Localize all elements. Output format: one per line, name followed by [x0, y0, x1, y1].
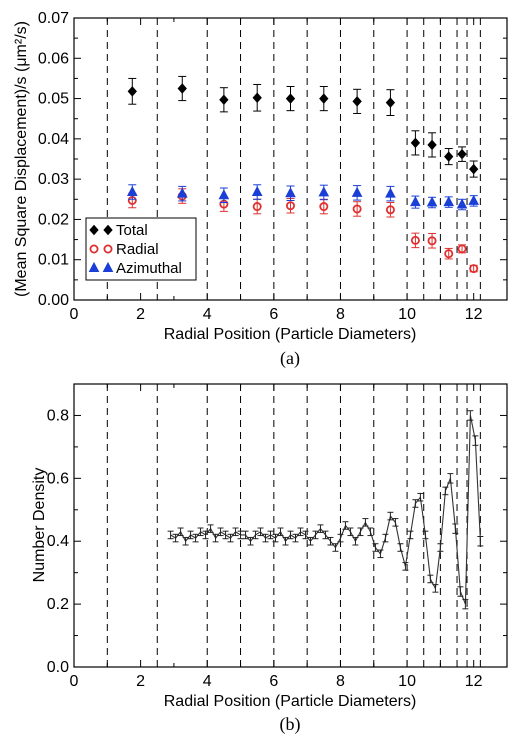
- y-tick-label: 0.03: [38, 171, 69, 188]
- legend-marker-azimuthal: [88, 261, 100, 272]
- panel-b-ticks: 0 2 4 6 8 10 12 0.0 0.2 0.4 0.6 0.8: [47, 383, 508, 690]
- panel-a-ticks: 0 2 4 6 8 10 12 0.00 0.01 0.02 0.03 0.04 0.05 0.06 0.0…: [38, 10, 508, 323]
- data-point-total: [127, 86, 137, 97]
- data-point-radial: [469, 264, 479, 274]
- data-point-azimuthal: [426, 196, 438, 207]
- data-point-total: [219, 94, 229, 106]
- data-point-radial: [319, 202, 329, 212]
- x-tick-label: 2: [136, 673, 145, 690]
- y-tick-label: 0.01: [38, 252, 69, 269]
- data-point-radial: [410, 235, 420, 245]
- series-total: [127, 75, 479, 178]
- y-tick-label: 0.4: [47, 533, 69, 550]
- data-point-azimuthal: [285, 187, 296, 198]
- data-point-total: [469, 163, 479, 175]
- data-point-total: [252, 92, 262, 104]
- x-tick-label: 4: [203, 306, 212, 323]
- legend-label-radial: Radial: [116, 241, 159, 258]
- x-tick-label: 10: [398, 673, 416, 690]
- data-point-total: [319, 93, 329, 104]
- panel-a-msd-chart: 0 2 4 6 8 10 12 0.00 0.01 0.02 0.03 0.04 0.05 0.06 0.0…: [13, 10, 508, 369]
- density-line: [170, 415, 481, 605]
- x-tick-label: 12: [465, 673, 483, 690]
- data-point-total: [457, 148, 467, 160]
- y-tick-label: 0.04: [38, 131, 69, 148]
- y-tick-label: 0.06: [38, 50, 69, 67]
- panel-a-y-axis-label: (Mean Square Displacement)/s (μm²/s): [13, 21, 30, 297]
- y-tick-label: 0.8: [47, 407, 69, 424]
- data-point-radial: [427, 236, 437, 246]
- panel-a-x-axis-label: Radial Position (Particle Diameters): [164, 326, 417, 343]
- x-tick-label: 0: [70, 673, 79, 690]
- panel-b-sublabel: (b): [280, 714, 301, 735]
- data-point-total: [177, 83, 187, 94]
- legend-marker-radial: [89, 244, 99, 254]
- data-point-radial: [444, 249, 454, 259]
- panel-b-x-axis-label: Radial Position (Particle Diameters): [164, 693, 417, 710]
- x-tick-label: 6: [269, 306, 278, 323]
- y-tick-label: 0.6: [47, 470, 69, 487]
- panel-a-sublabel: (a): [280, 348, 300, 369]
- data-point-azimuthal: [456, 198, 468, 209]
- data-point-azimuthal: [443, 196, 455, 207]
- x-tick-label: 2: [136, 306, 145, 323]
- data-point-azimuthal: [385, 187, 396, 198]
- data-point-radial: [457, 244, 467, 254]
- legend-label-azimuthal: Azimuthal: [116, 260, 182, 277]
- y-tick-label: 0.00: [38, 292, 69, 309]
- legend-marker-total: [89, 224, 99, 236]
- panel-b-y-axis-label: Number Density: [31, 468, 48, 583]
- x-tick-label: 10: [398, 306, 416, 323]
- series-azimuthal: [126, 184, 480, 211]
- y-tick-label: 0.0: [47, 659, 69, 676]
- data-point-azimuthal: [251, 185, 263, 197]
- y-tick-label: 0.05: [38, 91, 69, 108]
- data-point-radial: [352, 204, 362, 214]
- panel-b-plot-frame: [73, 383, 508, 668]
- panel-b-density-chart: 0 2 4 6 8 10 12 0.0 0.2 0.4 0.6 0.8 Radial Position…: [31, 383, 508, 735]
- data-point-total: [427, 139, 437, 151]
- x-tick-label: 8: [336, 673, 345, 690]
- panel-a-legend: Total Radial Azimuthal: [85, 217, 197, 281]
- y-tick-label: 0.2: [47, 596, 69, 613]
- data-point-azimuthal: [468, 194, 480, 205]
- y-tick-label: 0.02: [38, 211, 69, 228]
- data-point-radial: [385, 205, 395, 215]
- legend-marker-total: [103, 224, 113, 236]
- data-point-azimuthal: [351, 186, 363, 197]
- panel-b-series: [167, 410, 484, 610]
- x-tick-label: 8: [336, 306, 345, 323]
- data-point-radial: [285, 201, 295, 211]
- data-point-azimuthal: [176, 187, 188, 198]
- legend-marker-radial: [103, 244, 113, 254]
- y-tick-label: 0.07: [38, 10, 69, 27]
- x-tick-label: 6: [269, 673, 278, 690]
- data-point-azimuthal: [218, 189, 230, 200]
- data-point-total: [285, 93, 296, 104]
- data-point-azimuthal: [126, 185, 138, 197]
- x-tick-label: 4: [203, 673, 212, 690]
- data-point-azimuthal: [410, 196, 421, 207]
- data-point-radial: [252, 202, 262, 212]
- data-point-total: [444, 151, 454, 162]
- data-point-azimuthal: [318, 186, 330, 197]
- data-point-total: [410, 137, 421, 149]
- x-tick-label: 12: [465, 306, 483, 323]
- panel-a-series: [126, 75, 480, 274]
- data-point-total: [385, 97, 396, 108]
- data-point-total: [352, 96, 362, 107]
- legend-marker-azimuthal: [102, 261, 114, 272]
- x-tick-label: 0: [70, 306, 79, 323]
- legend-label-total: Total: [116, 222, 148, 239]
